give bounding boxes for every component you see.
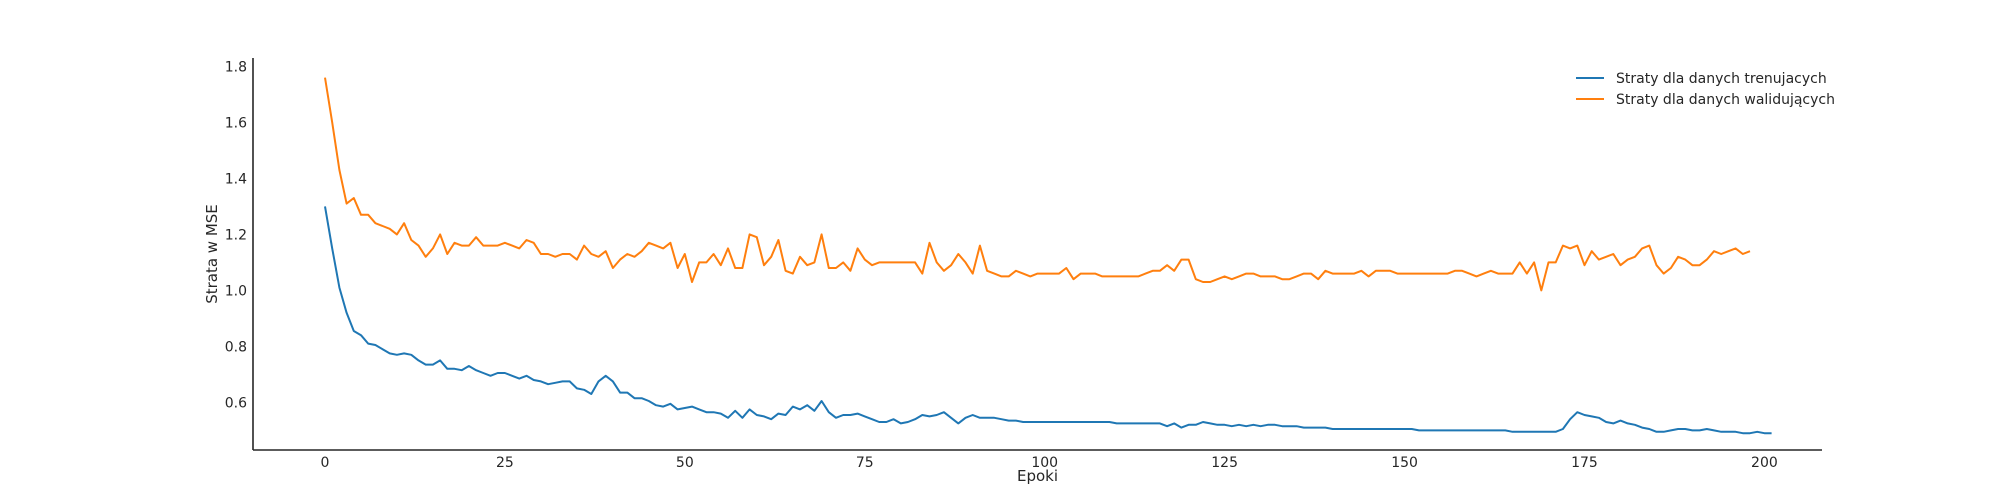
plot-lines [324,77,1772,435]
y-tick-label: 1.4 [225,171,247,187]
validation-loss-line [324,77,1751,292]
y-tick-label: 1.8 [225,59,247,75]
x-axis-label: Epoki [1017,467,1058,485]
y-tick-label: 1.6 [225,115,247,131]
y-axis-label: Strata w MSE [203,204,221,304]
x-tick-label: 150 [1391,455,1418,471]
x-tick-label: 200 [1751,455,1778,471]
training-loss-line [324,206,1772,435]
y-tick-label: 0.8 [225,339,247,355]
x-tick-label: 125 [1211,455,1238,471]
x-tick-label: 25 [496,455,514,471]
legend-label-training: Straty dla danych trenujacych [1616,71,1827,87]
axes-frame [252,58,1822,451]
y-tick-label: 1.0 [225,283,247,299]
legend: Straty dla danych trenujacych Straty dla… [1576,71,1835,108]
y-axis-ticks: 0.6 0.8 1.0 1.2 1.4 1.6 1.8 [225,59,247,411]
x-tick-label: 100 [1031,455,1058,471]
x-tick-label: 175 [1571,455,1598,471]
y-tick-label: 0.6 [225,395,247,411]
x-tick-label: 50 [676,455,694,471]
x-tick-label: 0 [321,455,330,471]
x-tick-label: 75 [856,455,874,471]
y-tick-label: 1.2 [225,227,247,243]
x-axis-ticks: 0 25 50 75 100 125 150 175 200 [321,455,1778,471]
legend-label-validation: Straty dla danych walidujących [1616,92,1835,108]
